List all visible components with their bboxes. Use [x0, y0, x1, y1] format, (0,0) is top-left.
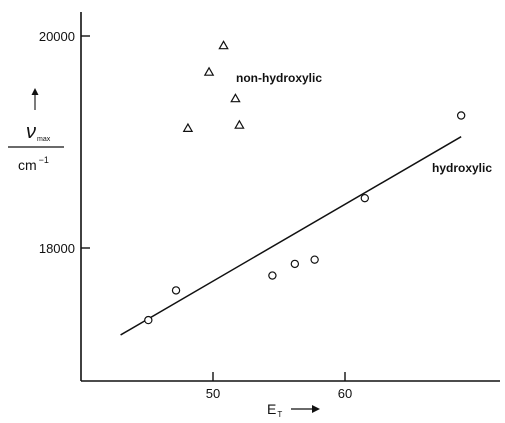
- x-axis-label: ET: [267, 401, 320, 419]
- annotation-hydroxylic: hydroxylic: [432, 161, 492, 175]
- x-label-e: E: [267, 401, 276, 417]
- x-label-arrow-head: [312, 405, 320, 413]
- point-hydroxylic-3: [290, 259, 300, 269]
- fit-line-hydroxylic: [120, 136, 462, 336]
- x-tick-label-60: 60: [338, 386, 352, 401]
- point-non-hydroxylic-4: [234, 119, 245, 129]
- y-tick-label-18000: 18000: [39, 241, 75, 256]
- y-label-nu: ν: [26, 121, 36, 143]
- y-label-unit-text: cm: [18, 157, 37, 173]
- x-tick-label-50: 50: [206, 386, 220, 401]
- y-axis-label: νmax cm −1: [8, 88, 64, 173]
- data-marks: [144, 40, 466, 325]
- point-hydroxylic-1: [171, 286, 181, 295]
- fit-line-layer: [120, 136, 462, 336]
- point-hydroxylic-0: [144, 315, 153, 325]
- y-label-unit: cm −1: [18, 155, 49, 173]
- point-non-hydroxylic-1: [203, 66, 215, 76]
- ticks: 18000 20000 50 60: [39, 29, 352, 401]
- y-label-unit-exp: −1: [39, 155, 49, 165]
- axes: [80, 12, 500, 382]
- y-label-arrow-head: [31, 88, 39, 95]
- point-hydroxylic-6: [456, 111, 466, 120]
- x-label-text: ET: [267, 401, 282, 419]
- point-non-hydroxylic-2: [218, 40, 229, 50]
- point-hydroxylic-2: [268, 271, 277, 280]
- point-hydroxylic-5: [360, 193, 369, 203]
- point-non-hydroxylic-3: [230, 93, 241, 103]
- x-label-sub: T: [277, 410, 282, 419]
- point-non-hydroxylic-0: [182, 122, 194, 132]
- y-tick-label-20000: 20000: [39, 29, 75, 44]
- point-hydroxylic-4: [310, 255, 319, 264]
- y-label-symbol: νmax: [26, 121, 51, 143]
- annotation-non-hydroxylic: non-hydroxylic: [236, 71, 322, 85]
- y-label-sub: max: [37, 136, 51, 143]
